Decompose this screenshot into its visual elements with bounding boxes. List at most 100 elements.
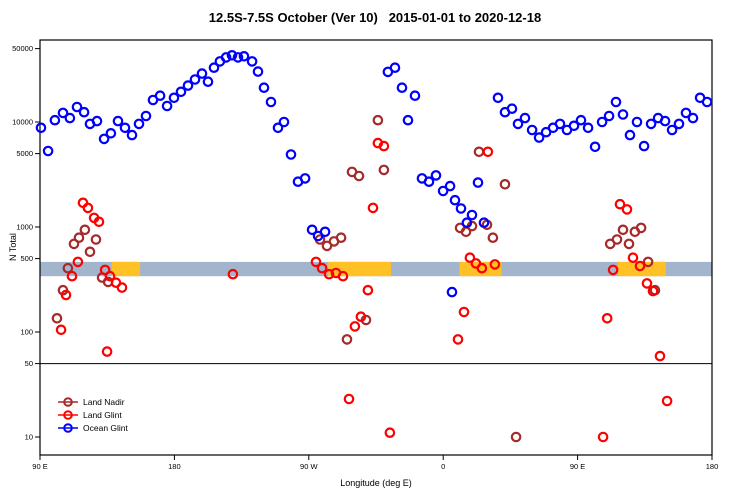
y-tick-label: 500 [20, 254, 33, 263]
point-land-nadir [335, 232, 347, 243]
point-ocean-glint [168, 92, 180, 104]
point-land-glint [362, 284, 374, 296]
y-tick-label: 10 [25, 433, 33, 442]
point-land-nadir [611, 234, 623, 245]
point-land-glint [93, 216, 105, 228]
point-land-glint [310, 256, 322, 268]
legend-marker-icon [58, 396, 78, 407]
point-ocean-glint [57, 107, 69, 119]
point-ocean-glint [49, 114, 61, 126]
point-land-glint [654, 350, 666, 362]
y-tick-label: 5000 [16, 149, 33, 158]
point-ocean-glint [112, 115, 124, 127]
x-tick-label: 90 E [32, 462, 47, 471]
point-ocean-glint [409, 90, 421, 101]
point-land-glint [55, 324, 67, 336]
point-ocean-glint [238, 50, 250, 62]
point-land-glint [384, 427, 396, 438]
point-land-glint [607, 264, 619, 276]
legend: Land Nadir Land Glint Ocean Glint [57, 395, 128, 434]
legend-label: Ocean Glint [83, 422, 128, 433]
point-land-nadir [623, 238, 635, 250]
point-land-glint [60, 289, 72, 301]
point-ocean-glint [687, 112, 699, 124]
point-ocean-glint [389, 62, 401, 73]
point-ocean-glint [232, 52, 244, 63]
point-land-glint [489, 259, 501, 270]
point-ocean-glint [182, 80, 194, 91]
point-ocean-glint [472, 177, 484, 188]
point-ocean-glint [140, 110, 152, 122]
point-land-glint [316, 262, 328, 274]
point-ocean-glint [71, 101, 83, 113]
point-ocean-glint [444, 180, 456, 192]
x-tick-label: 0 [441, 462, 445, 471]
point-ocean-glint [512, 118, 524, 130]
y-axis-label: N Total [8, 233, 18, 261]
point-land-glint [101, 346, 113, 357]
point-ocean-glint [252, 66, 264, 77]
point-ocean-glint [226, 49, 238, 61]
point-ocean-glint [631, 116, 643, 128]
point-land-nadir [341, 334, 353, 345]
point-land-glint [355, 311, 367, 322]
point-ocean-glint [154, 90, 166, 101]
point-ocean-glint [645, 118, 657, 130]
point-ocean-glint [175, 86, 187, 98]
point-land-glint [378, 140, 390, 152]
point-ocean-glint [430, 170, 442, 181]
point-ocean-glint [423, 176, 435, 187]
point-land-glint [349, 321, 361, 332]
point-ocean-glint [492, 92, 504, 104]
point-ocean-glint [603, 110, 615, 122]
point-land-glint [227, 268, 239, 280]
point-land-nadir [79, 224, 91, 236]
point-land-nadir [635, 222, 647, 234]
point-ocean-glint [673, 118, 685, 130]
point-ocean-glint [624, 129, 636, 141]
point-ocean-glint [449, 194, 461, 206]
point-ocean-glint [554, 118, 566, 130]
x-tick-label: 180 [706, 462, 719, 471]
point-ocean-glint [126, 129, 138, 141]
point-ocean-glint [506, 103, 518, 114]
point-ocean-glint [265, 96, 277, 108]
point-ocean-glint [617, 109, 629, 120]
point-ocean-glint [680, 107, 692, 119]
point-ocean-glint [666, 124, 678, 136]
point-land-nadir [487, 232, 499, 243]
point-land-glint [621, 204, 633, 215]
legend-entry: Ocean Glint [57, 421, 128, 434]
point-ocean-glint [610, 96, 622, 108]
point-ocean-glint [278, 116, 290, 128]
point-ocean-glint [105, 128, 117, 139]
point-ocean-glint [78, 106, 90, 118]
point-land-glint [66, 270, 78, 282]
y-tick-label: 50 [25, 359, 33, 368]
point-ocean-glint [285, 149, 297, 160]
point-ocean-glint [161, 100, 173, 112]
point-land-glint [72, 256, 84, 268]
chart-title: 12.5S-7.5S October (Ver 10) 2015-01-01 t… [208, 10, 542, 25]
point-land-nadir [84, 246, 96, 258]
y-tick-label: 1000 [16, 223, 33, 232]
point-land-nadir [378, 164, 390, 176]
point-ocean-glint [596, 116, 608, 128]
x-tick-label: 180 [168, 462, 181, 471]
point-ocean-glint [35, 122, 47, 134]
point-ocean-glint [575, 114, 587, 126]
legend-marker-icon [58, 409, 78, 420]
point-ocean-glint [202, 76, 214, 87]
point-land-glint [82, 202, 94, 214]
point-land-glint [337, 270, 349, 282]
point-land-nadir [510, 431, 522, 443]
point-ocean-glint [208, 62, 220, 73]
point-land-glint [323, 268, 335, 280]
land-band-segment [111, 261, 141, 277]
point-ocean-glint [258, 82, 270, 93]
point-land-glint [634, 260, 646, 272]
point-ocean-glint [589, 141, 601, 153]
point-ocean-glint [64, 112, 76, 124]
point-land-nadir [499, 179, 511, 190]
